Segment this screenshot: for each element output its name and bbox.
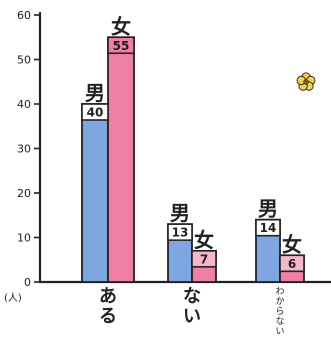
data-label: 7 xyxy=(200,252,208,266)
y-tick-label: 40 xyxy=(17,98,31,111)
y-tick-label: 60 xyxy=(17,9,31,22)
y-tick-label: 10 xyxy=(17,232,31,245)
y-tick-label: 30 xyxy=(17,143,31,156)
data-label: 14 xyxy=(260,221,277,235)
value-box xyxy=(167,223,193,241)
value-box xyxy=(81,103,109,121)
category-label: わからない xyxy=(275,286,284,337)
y-axis-unit-label: (人) xyxy=(4,292,22,304)
flower-icon xyxy=(303,79,309,85)
series-label: 女 xyxy=(282,232,302,256)
series-label: 女 xyxy=(194,228,214,252)
category-label: ない xyxy=(183,286,201,327)
y-tick-label: 0 xyxy=(24,276,31,289)
data-label: 55 xyxy=(113,39,130,53)
bar-男-0 xyxy=(81,103,109,283)
value-box xyxy=(279,254,305,273)
value-box xyxy=(255,218,281,237)
y-tick-label: 50 xyxy=(17,54,31,67)
value-box xyxy=(191,250,217,268)
y-tick-label: 20 xyxy=(17,187,31,200)
value-box xyxy=(107,36,135,55)
category-label: ある xyxy=(99,286,117,327)
data-label: 6 xyxy=(288,257,296,271)
series-label: 男 xyxy=(258,197,278,221)
series-label: 女 xyxy=(111,14,131,38)
data-label: 40 xyxy=(87,106,104,120)
bar-女-0 xyxy=(107,36,135,283)
series-label: 男 xyxy=(85,81,105,105)
data-label: 13 xyxy=(172,226,189,240)
series-label: 男 xyxy=(170,201,190,225)
